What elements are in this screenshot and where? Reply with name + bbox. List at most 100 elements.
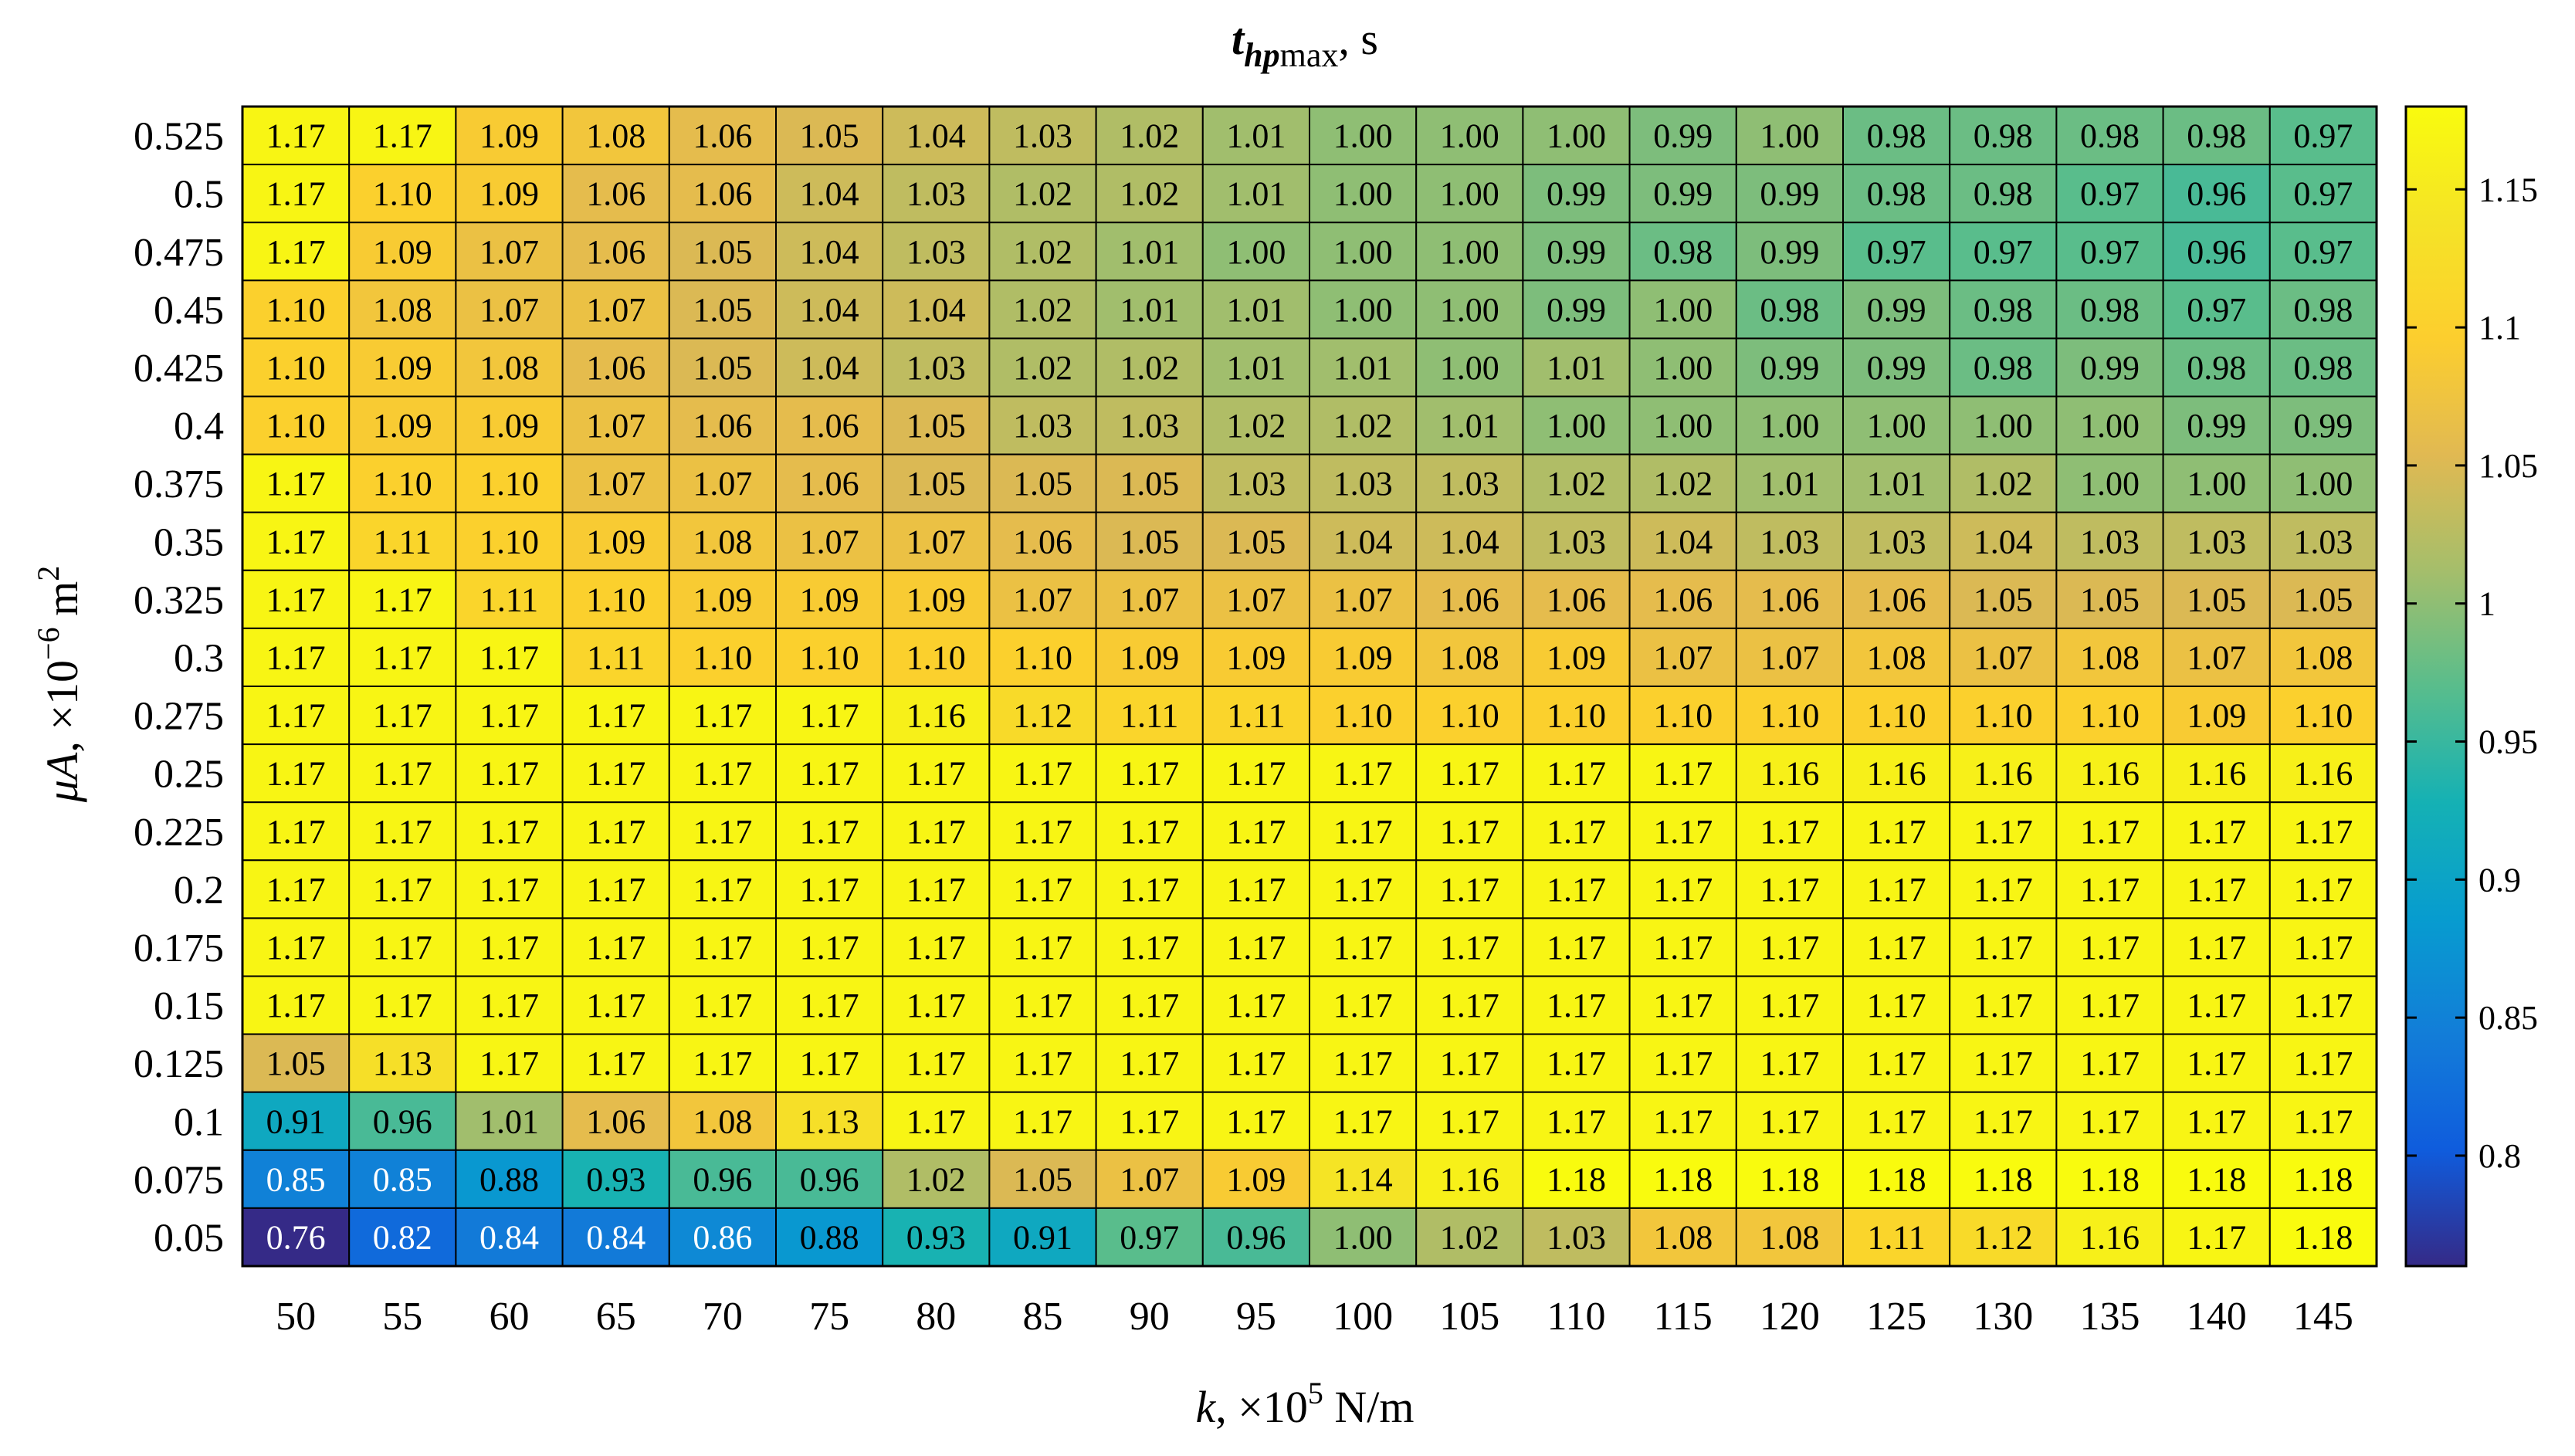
heatmap-cell: [2055, 801, 2164, 862]
cell-value-label: 0.96: [1226, 1218, 1286, 1256]
cell-value-label: 0.93: [906, 1218, 966, 1256]
cell-value-label: 0.97: [1867, 233, 1926, 271]
y-tick-labels: 0.525 0.5 0.475 0.45 0.425 0.4 0.375 0.35 0.325 0…: [134, 115, 224, 1261]
cell-value-label: 1.00: [1760, 117, 1819, 155]
x-axis-prefix: , ×10: [1215, 1382, 1308, 1432]
x-tick-label: 125: [1866, 1295, 1926, 1339]
y-tick-label: 0.075: [134, 1158, 224, 1202]
heatmap-cell: [348, 1033, 457, 1093]
heatmap-cell: [988, 975, 1097, 1035]
cell-value-label: 1.17: [1760, 871, 1819, 909]
cell-value-label: 1.07: [1120, 1160, 1179, 1198]
cell-value-label: 1.00: [1333, 117, 1393, 155]
heatmap-cell: [2268, 106, 2378, 166]
heatmap-cell: [348, 106, 457, 166]
cell-value-label: 1.17: [1120, 987, 1179, 1024]
heatmap-cell: [2055, 395, 2164, 455]
cell-value-label: 1.09: [373, 407, 432, 445]
cell-value-label: 1.00: [1653, 291, 1713, 329]
cell-value-label: 1.07: [1333, 581, 1393, 618]
cell-value-label: 1.10: [1760, 697, 1819, 735]
x-tick-label: 100: [1333, 1295, 1393, 1339]
cell-value-label: 1.17: [373, 929, 432, 967]
heatmap-cell: [2162, 1207, 2271, 1268]
cell-value-label: 0.84: [586, 1218, 645, 1256]
cell-value-label: 0.99: [1547, 233, 1606, 271]
heatmap-cell: [988, 686, 1097, 746]
cell-value-label: 1.17: [266, 638, 326, 676]
x-tick-label: 85: [1023, 1295, 1063, 1339]
heatmap-cell: [2162, 743, 2271, 804]
heatmap-cell: [1842, 1033, 1951, 1093]
heatmap-cell: [2055, 975, 2164, 1035]
cell-value-label: 1.08: [373, 291, 432, 329]
cell-value-label: 1.17: [906, 1045, 966, 1082]
cell-value-label: 1.17: [693, 1045, 752, 1082]
cell-value-label: 1.17: [1120, 929, 1179, 967]
heatmap-cell: [1735, 1091, 1845, 1151]
cell-value-label: 1.10: [266, 349, 326, 387]
heatmap-cell: [1415, 859, 1524, 919]
heatmap-cell: [455, 1149, 564, 1209]
cell-value-label: 1.17: [266, 929, 326, 967]
cell-value-label: 1.02: [1120, 349, 1179, 387]
colorbar-tick-label: 1.15: [2478, 171, 2538, 208]
heatmap-cell: [455, 337, 564, 398]
heatmap-cell: [455, 453, 564, 513]
cell-value-label: 0.85: [373, 1160, 432, 1198]
cell-value-label: 1.17: [800, 987, 859, 1024]
heatmap-cell: [1842, 1207, 1951, 1268]
cell-value-label: 1.08: [1440, 638, 1499, 676]
cell-value-label: 1.03: [906, 175, 966, 213]
heatmap-cell: [1309, 337, 1418, 398]
heatmap-cell: [2268, 917, 2378, 977]
cell-value-label: 1.17: [2080, 987, 2140, 1024]
y-axis-exponent: −6: [31, 627, 66, 660]
cell-value-label: 1.08: [693, 523, 752, 560]
heatmap-cell: [1522, 279, 1631, 340]
cell-value-label: 1.01: [1333, 349, 1393, 387]
heatmap-cell: [1735, 511, 1845, 571]
cell-value-label: 1.06: [1013, 523, 1072, 560]
cell-value-label: 1.17: [479, 755, 539, 793]
cell-value-label: 1.10: [479, 523, 539, 560]
cell-value-label: 1.00: [1440, 291, 1499, 329]
cell-value-label: 1.17: [906, 755, 966, 793]
cell-value-label: 1.17: [1974, 1102, 2033, 1140]
cell-value-label: 1.00: [1440, 175, 1499, 213]
cell-value-label: 1.17: [1226, 871, 1286, 909]
heatmap-cell: [1201, 511, 1311, 571]
cell-value-label: 1.09: [800, 581, 859, 618]
cell-value-label: 1.17: [1226, 1045, 1286, 1082]
cell-value-label: 1.06: [693, 117, 752, 155]
cell-value-label: 1.00: [1867, 407, 1926, 445]
cell-value-label: 0.98: [1867, 117, 1926, 155]
cell-value-label: 1.07: [1226, 581, 1286, 618]
cell-value-label: 1.00: [1547, 117, 1606, 155]
chart-title: thpmax, s: [1232, 14, 1378, 74]
cell-value-label: 1.09: [1120, 638, 1179, 676]
heatmap-cell: [1628, 1091, 1737, 1151]
cell-value-label: 1.17: [1013, 755, 1072, 793]
cell-value-label: 0.98: [2187, 117, 2246, 155]
cell-value-label: 0.96: [693, 1160, 752, 1198]
cell-value-label: 1.17: [2080, 871, 2140, 909]
cell-value-label: 0.97: [2293, 233, 2353, 271]
cell-value-label: 1.17: [1013, 871, 1072, 909]
cell-value-label: 1.09: [479, 117, 539, 155]
heatmap-cell: [455, 975, 564, 1035]
cell-value-label: 1.01: [1120, 233, 1179, 271]
cell-value-label: 1.03: [906, 349, 966, 387]
heatmap-cell: [1095, 279, 1204, 340]
heatmap-cell: [348, 453, 457, 513]
heatmap-cell: [775, 859, 884, 919]
heatmap-cell: [1842, 743, 1951, 804]
heatmap-cell: [2162, 917, 2271, 977]
cell-value-label: 0.99: [1867, 349, 1926, 387]
cell-value-label: 1.17: [586, 813, 645, 851]
heatmap-cell: [1949, 279, 2058, 340]
cell-value-label: 1.10: [586, 581, 645, 618]
cell-value-label: 1.17: [266, 755, 326, 793]
colorbar-tick-label: 1.05: [2478, 447, 2538, 485]
heatmap-cell: [2055, 1207, 2164, 1268]
